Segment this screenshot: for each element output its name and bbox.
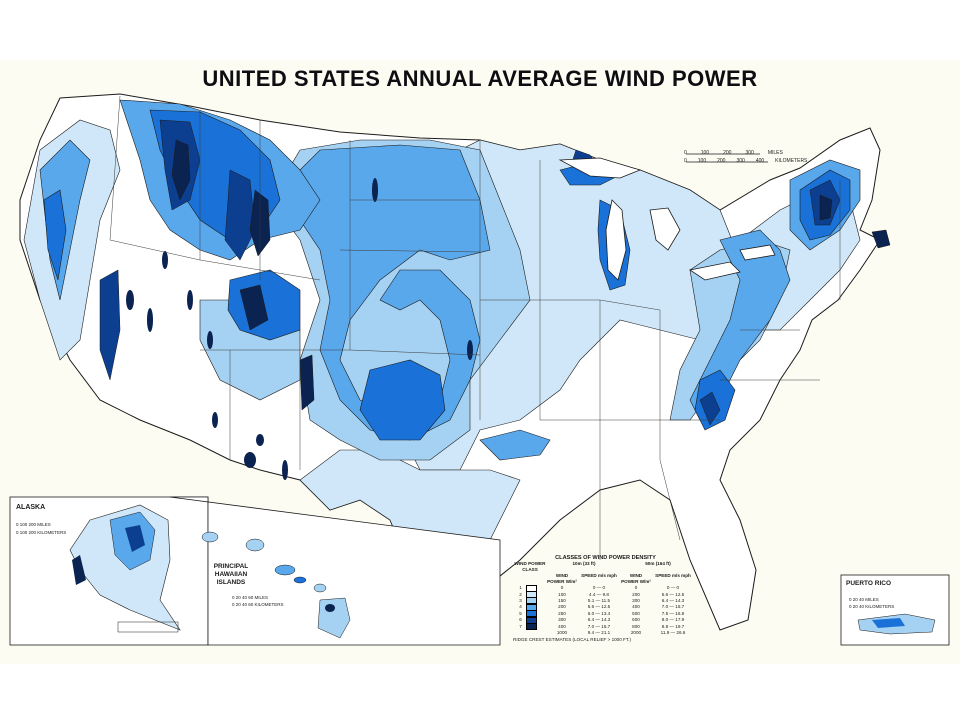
legend-subheader: WIND POWER W/m² SPEED m/s mph WIND POWER… bbox=[513, 573, 698, 585]
legend-p10-cell: 200 bbox=[558, 604, 566, 610]
alaska-scale: 0 100 200 MILES 0 100 200 KILOMETERS bbox=[16, 521, 66, 537]
legend-class-number: 1 bbox=[519, 585, 522, 591]
legend-class-number: 6 bbox=[519, 617, 522, 623]
scale-km-200: 200 bbox=[717, 158, 726, 164]
legend-s50-cell: 7.5 — 16.8 bbox=[661, 610, 685, 616]
great-lakes bbox=[558, 157, 776, 281]
hawaii-title-line2: HAWAIIAN bbox=[214, 571, 248, 578]
scale-main-label: 0 100 200 300 MILES 0 100 200 300 400 KI… bbox=[684, 150, 807, 164]
legend-sub-speed-50: SPEED m/s mph bbox=[655, 573, 691, 578]
legend: CLASSES OF WIND POWER DENSITY WIND POWER… bbox=[513, 555, 698, 643]
legend-s10-cell: 4.4 — 9.8 bbox=[589, 591, 609, 597]
legend-p50-cell: 400 bbox=[632, 604, 640, 610]
legend-title: CLASSES OF WIND POWER DENSITY bbox=[555, 555, 656, 561]
legend-s50-cell: 7.0 — 15.7 bbox=[661, 604, 685, 610]
map-title: UNITED STATES ANNUAL AVERAGE WIND POWER bbox=[202, 66, 758, 91]
legend-p50-cell: 800 bbox=[632, 623, 640, 629]
scale-mile-0: 0 bbox=[684, 150, 687, 156]
scale-km: 0 100 200 300 400 KILOMETERS bbox=[684, 158, 807, 164]
legend-class-number: 2 bbox=[519, 591, 522, 597]
legend-s10-cell: 6.0 — 13.4 bbox=[587, 610, 611, 616]
scale-mile-100: 100 bbox=[700, 150, 710, 156]
puerto-rico-inset bbox=[840, 574, 950, 646]
legend-col-class: WIND POWER CLASS bbox=[514, 561, 546, 572]
legend-s50-cell: 8.0 — 17.9 bbox=[661, 617, 685, 623]
hawaii-inset bbox=[169, 496, 501, 646]
legend-class-number: 4 bbox=[519, 604, 522, 610]
legend-sub-power-10: WIND POWER W/m² bbox=[547, 573, 577, 584]
scale-km-unit: KILOMETERS bbox=[775, 158, 808, 164]
legend-s10-cell: 5.1 — 11.5 bbox=[587, 597, 611, 603]
legend-class-number: 7 bbox=[519, 623, 522, 629]
legend-s50-cell: 6.4 — 14.3 bbox=[661, 597, 685, 603]
legend-s50-cell: 5.6 — 12.5 bbox=[661, 591, 685, 597]
legend-class-cell: 7 bbox=[513, 623, 547, 631]
legend-col-10m: 10m (33 ft) bbox=[572, 561, 596, 566]
legend-p50-cell: 300 bbox=[632, 597, 640, 603]
alaska-title: ALASKA bbox=[16, 504, 46, 511]
legend-p10-cell: 100 bbox=[558, 591, 566, 597]
legend-s10-cell: 6.4 — 14.3 bbox=[587, 617, 611, 623]
legend-row: 1000 9.4 — 21.1 2000 11.9 — 26.6 bbox=[513, 630, 698, 636]
legend-s10-cell: 0 — 0 bbox=[592, 585, 606, 591]
puerto-rico-title: PUERTO RICO bbox=[846, 580, 892, 587]
hawaii-scale-km: 0 20 40 60 KILOMETERS bbox=[232, 602, 284, 607]
legend-s50-cell: 11.9 — 26.6 bbox=[660, 629, 686, 635]
hawaii-scale: 0 20 40 60 MILES 0 20 40 60 KILOMETERS bbox=[232, 594, 284, 608]
scale-km-400: 400 bbox=[755, 158, 765, 164]
legend-p50-cell: 500 bbox=[632, 610, 640, 616]
legend-p10-cell: 400 bbox=[558, 623, 566, 629]
ridge-markings bbox=[126, 178, 473, 480]
legend-p50-cell: 600 bbox=[632, 617, 640, 623]
scale-km-100: 100 bbox=[697, 158, 707, 164]
legend-row: 7 400 7.0 — 15.7 800 8.8 — 19.7 bbox=[513, 623, 698, 631]
alaska-scale-km: 0 100 200 KILOMETERS bbox=[16, 530, 67, 535]
scale-miles: 0 100 200 300 MILES bbox=[684, 150, 794, 156]
legend-s50-cell: 0 — 0 bbox=[666, 585, 680, 591]
legend-p50-cell: 0 bbox=[634, 585, 638, 591]
legend-p10-cell: 300 bbox=[558, 617, 566, 623]
legend-col-50m: 50m (164 ft) bbox=[645, 561, 671, 566]
legend-sub-speed-10: SPEED m/s mph bbox=[581, 573, 617, 578]
legend-p10-cell: 150 bbox=[558, 597, 566, 603]
legend-sub-power-50: WIND POWER W/m² bbox=[621, 573, 651, 584]
legend-p10-cell: 0 bbox=[560, 585, 564, 591]
legend-s50-cell: 8.8 — 19.7 bbox=[661, 623, 685, 629]
alaska-inset bbox=[9, 496, 209, 646]
scale-bar bbox=[686, 153, 768, 163]
legend-s10-cell: 7.0 — 15.7 bbox=[587, 623, 611, 629]
scale-mile-200: 200 bbox=[723, 150, 732, 156]
legend-swatch bbox=[525, 623, 537, 631]
state-boundaries bbox=[109, 95, 841, 560]
legend-row: 4 200 5.6 — 12.5 400 7.0 — 15.7 bbox=[513, 603, 698, 611]
legend-p50-cell: 2000 bbox=[630, 629, 642, 635]
legend-header: WIND POWER CLASS 10m (33 ft) 50m (164 ft… bbox=[513, 561, 698, 573]
hawaii-title: PRINCIPAL HAWAIIAN ISLANDS bbox=[196, 563, 266, 587]
legend-p10-cell: 250 bbox=[558, 610, 566, 616]
pr-scale-miles: 0 20 40 MILES bbox=[849, 597, 879, 602]
puerto-rico-scale: 0 20 40 MILES 0 20 40 KILOMETERS bbox=[849, 596, 894, 610]
alaska-scale-miles: 0 100 200 MILES bbox=[16, 522, 51, 527]
scale-km-0: 0 bbox=[684, 158, 687, 164]
legend-p10-cell: 1000 bbox=[556, 629, 568, 635]
legend-s10-cell: 5.6 — 12.5 bbox=[587, 604, 611, 610]
hawaii-title-line3: ISLANDS bbox=[216, 579, 246, 586]
class-7-zones bbox=[171, 139, 891, 411]
scale-miles-unit: MILES bbox=[767, 150, 783, 156]
pr-scale-km: 0 20 40 KILOMETERS bbox=[849, 604, 895, 609]
legend-p50-cell: 200 bbox=[632, 591, 640, 597]
hawaii-title-line1: PRINCIPAL bbox=[213, 563, 249, 570]
hawaii-scale-miles: 0 20 40 60 MILES bbox=[232, 595, 269, 600]
scale-mile-300: 300 bbox=[745, 150, 754, 156]
ridge-note: RIDGE CREST ESTIMATES (LOCAL RELIEF > 10… bbox=[513, 637, 631, 643]
legend-s10-cell: 9.4 — 21.1 bbox=[587, 629, 611, 635]
scale-km-300: 300 bbox=[736, 158, 745, 164]
legend-class-number: 3 bbox=[519, 597, 522, 603]
legend-class-number: 5 bbox=[519, 610, 522, 616]
legend-rows: 1 0 0 — 0 0 0 — 0 2 100 4.4 — 9.8 200 5.6 — 12.5 3… bbox=[513, 584, 698, 636]
